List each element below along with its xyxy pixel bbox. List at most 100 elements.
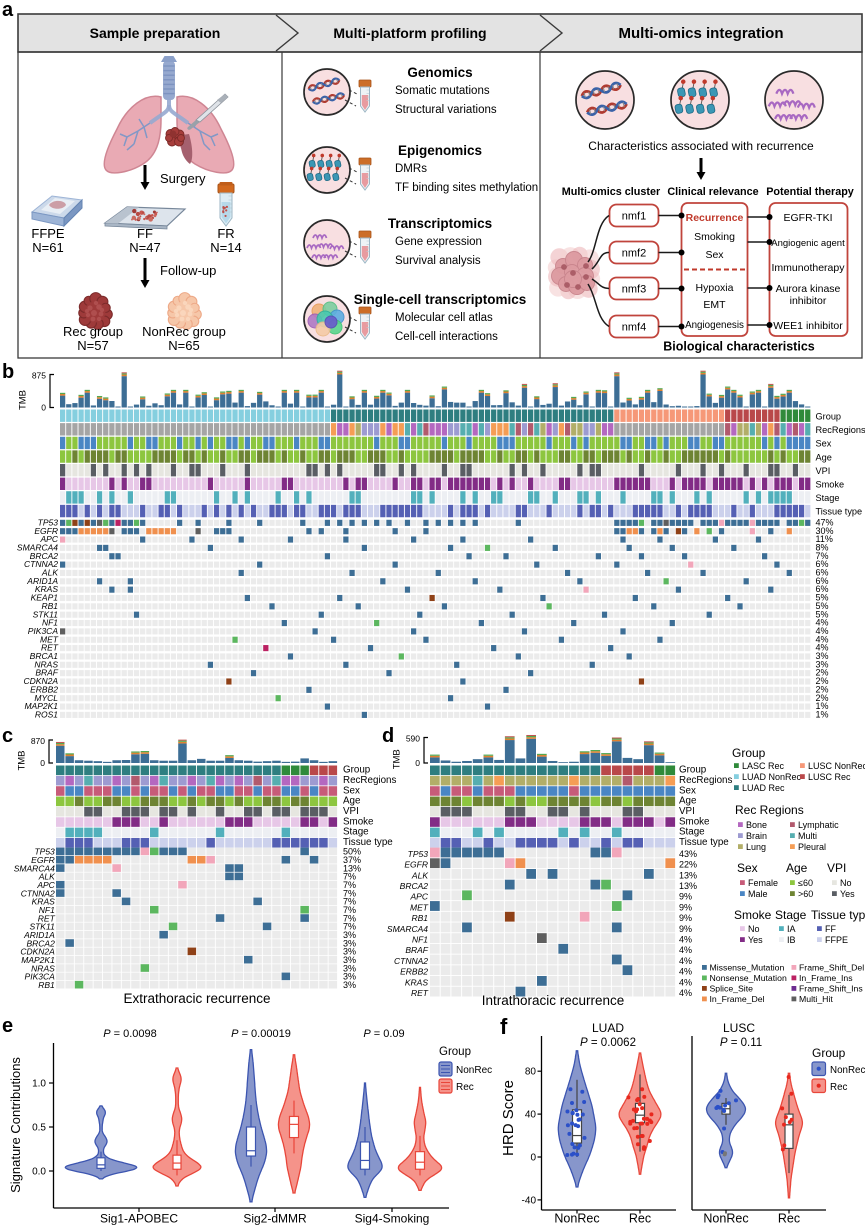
- svg-text:13%: 13%: [343, 863, 361, 873]
- svg-text:Sig4-Smoking: Sig4-Smoking: [355, 1212, 430, 1225]
- svg-text:NonRec group: NonRec group: [142, 324, 226, 339]
- svg-text:6%: 6%: [816, 576, 829, 586]
- svg-text:N=47: N=47: [129, 240, 160, 255]
- svg-text:BRAF: BRAF: [35, 668, 58, 678]
- svg-text:RET: RET: [38, 913, 56, 923]
- svg-text:2%: 2%: [816, 676, 829, 686]
- svg-text:7%: 7%: [343, 922, 356, 932]
- svg-text:e: e: [2, 1015, 13, 1037]
- svg-text:Group: Group: [343, 765, 371, 776]
- svg-text:6%: 6%: [816, 559, 829, 569]
- svg-text:3%: 3%: [343, 972, 356, 982]
- svg-text:9%: 9%: [679, 924, 692, 934]
- svg-text:MAP2K1: MAP2K1: [21, 955, 55, 965]
- svg-text:TF binding sites methylation: TF binding sites methylation: [395, 182, 538, 194]
- svg-text:N=14: N=14: [210, 240, 241, 255]
- svg-text:3%: 3%: [343, 955, 356, 965]
- svg-text:0: 0: [40, 758, 45, 768]
- svg-text:3%: 3%: [816, 651, 829, 661]
- svg-text:1%: 1%: [816, 701, 829, 711]
- svg-text:7%: 7%: [343, 888, 356, 898]
- svg-text:22%: 22%: [679, 860, 697, 870]
- svg-text:3%: 3%: [343, 980, 356, 990]
- svg-text:6%: 6%: [816, 584, 829, 594]
- svg-text:CDKN2A: CDKN2A: [24, 676, 59, 686]
- svg-text:Extrathoracic recurrence: Extrathoracic recurrence: [123, 991, 270, 1006]
- svg-text:Multi-platform profiling: Multi-platform profiling: [333, 25, 486, 41]
- svg-text:NonRec: NonRec: [554, 1212, 599, 1225]
- svg-text:3%: 3%: [343, 930, 356, 940]
- svg-text:TMB: TMB: [18, 390, 29, 410]
- svg-text:ERBB2: ERBB2: [30, 684, 58, 694]
- svg-text:NF1: NF1: [42, 618, 58, 628]
- svg-text:Brain: Brain: [746, 831, 767, 841]
- svg-text:nmf1: nmf1: [622, 211, 646, 223]
- svg-text:2%: 2%: [816, 684, 829, 694]
- svg-text:TP53: TP53: [38, 517, 59, 527]
- svg-text:N=65: N=65: [168, 338, 199, 353]
- svg-text:37%: 37%: [343, 855, 361, 865]
- svg-text:FF: FF: [825, 924, 836, 934]
- svg-text:50%: 50%: [343, 847, 361, 857]
- svg-text:Characteristics associated wit: Characteristics associated with recurren…: [588, 139, 814, 153]
- svg-text:43%: 43%: [679, 849, 697, 859]
- svg-text:11%: 11%: [816, 534, 833, 544]
- svg-text:Angiogenic agent: Angiogenic agent: [771, 238, 845, 249]
- svg-text:FF: FF: [137, 226, 153, 241]
- svg-text:f: f: [500, 1014, 508, 1039]
- svg-text:Rec Regions: Rec Regions: [735, 803, 804, 817]
- svg-text:RET: RET: [411, 988, 429, 998]
- svg-text:P = 0.11: P = 0.11: [720, 1037, 762, 1049]
- svg-text:Molecular cell atlas: Molecular cell atlas: [395, 312, 493, 324]
- svg-text:Signature Contributions: Signature Contributions: [8, 1057, 23, 1193]
- svg-text:FR: FR: [217, 226, 234, 241]
- svg-text:NF1: NF1: [412, 935, 428, 945]
- svg-text:Stage: Stage: [775, 908, 807, 922]
- svg-text:40: 40: [525, 1110, 537, 1121]
- svg-text:Smoking: Smoking: [694, 231, 735, 243]
- svg-text:RB1: RB1: [41, 601, 58, 611]
- svg-text:4%: 4%: [679, 988, 692, 998]
- svg-text:MYCL: MYCL: [34, 693, 58, 703]
- svg-text:Rec: Rec: [629, 1212, 651, 1225]
- svg-text:TMB: TMB: [17, 750, 28, 770]
- svg-text:-40: -40: [522, 1195, 537, 1206]
- svg-text:Sex: Sex: [705, 249, 724, 261]
- svg-text:RecRegions: RecRegions: [679, 775, 732, 786]
- svg-text:LUAD Rec: LUAD Rec: [742, 783, 785, 793]
- svg-text:13%: 13%: [679, 881, 697, 891]
- svg-text:9%: 9%: [679, 892, 692, 902]
- svg-text:Immunotherapy: Immunotherapy: [772, 262, 846, 274]
- svg-text:875: 875: [32, 371, 46, 381]
- svg-text:RB1: RB1: [38, 980, 55, 990]
- svg-text:Multi: Multi: [798, 831, 817, 841]
- svg-text:c: c: [2, 725, 13, 747]
- svg-text:b: b: [2, 361, 14, 383]
- svg-text:Rec group: Rec group: [63, 324, 123, 339]
- svg-text:Group: Group: [732, 746, 766, 760]
- svg-text:Survival analysis: Survival analysis: [395, 255, 481, 267]
- svg-text:Female: Female: [748, 878, 778, 888]
- svg-text:P = 0.00019: P = 0.00019: [231, 1028, 291, 1040]
- svg-text:LUSC NonRec: LUSC NonRec: [808, 761, 865, 771]
- svg-text:LUAD: LUAD: [592, 1021, 624, 1035]
- svg-text:In_Frame_Ins: In_Frame_Ins: [799, 973, 853, 983]
- svg-text:Surgery: Surgery: [160, 171, 206, 186]
- svg-text:7%: 7%: [816, 551, 829, 561]
- svg-text:Age: Age: [786, 861, 808, 875]
- svg-text:4%: 4%: [816, 643, 829, 653]
- svg-text:ALK: ALK: [411, 870, 428, 880]
- svg-text:5%: 5%: [816, 609, 829, 619]
- svg-text:KEAP1: KEAP1: [31, 593, 59, 603]
- svg-text:BRAF: BRAF: [405, 945, 428, 955]
- svg-text:NonRec: NonRec: [456, 1065, 492, 1076]
- svg-text:BRCA1: BRCA1: [30, 651, 59, 661]
- svg-text:30%: 30%: [816, 526, 834, 536]
- svg-text:VPI: VPI: [816, 466, 831, 476]
- svg-text:4%: 4%: [679, 967, 692, 977]
- svg-text:Tissue type: Tissue type: [816, 507, 863, 517]
- svg-text:ARID1A: ARID1A: [26, 576, 58, 586]
- svg-text:No: No: [840, 878, 852, 888]
- svg-text:nmf4: nmf4: [622, 322, 646, 334]
- svg-text:P = 0.0062: P = 0.0062: [580, 1037, 636, 1049]
